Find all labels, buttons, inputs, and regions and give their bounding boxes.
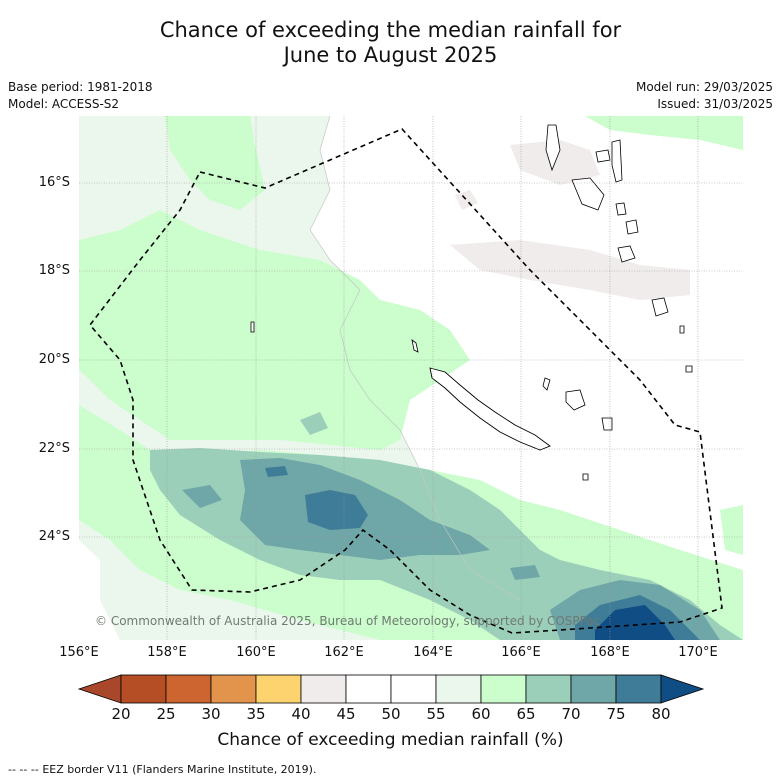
area-60-65-east (720, 505, 743, 555)
title-line-2: June to August 2025 (283, 43, 498, 67)
model-name: Model: ACCESS-S2 (8, 97, 120, 111)
map-title: Chance of exceeding the median rainfall … (0, 18, 781, 68)
island-erromango (617, 245, 636, 263)
island-malakula (571, 177, 605, 211)
cb-tick-30: 30 (201, 705, 221, 723)
cb-tick-75: 75 (606, 705, 626, 723)
eez-legend-dash-icon: -- -- -- (8, 763, 43, 776)
model-run: Model run: 29/03/2025 (635, 80, 773, 94)
lon-label-166e: 166°E (501, 645, 541, 660)
lat-label-16s: 16°S (38, 175, 70, 190)
lat-label-18s: 18°S (38, 263, 70, 278)
island-ambae (595, 149, 611, 163)
lon-label-160e: 160°E (236, 645, 276, 660)
lon-label-158e: 158°E (147, 645, 187, 660)
island-chesterfield (250, 321, 255, 333)
island-pentecost (611, 139, 623, 183)
colorbar-label: Chance of exceeding median rainfall (%) (217, 730, 564, 750)
eez-border (88, 128, 723, 634)
cb-tick-45: 45 (336, 705, 356, 723)
island-lifou (565, 389, 586, 411)
island-futuna (685, 365, 693, 373)
area-40-45-mid (450, 240, 690, 300)
cb-tick-70: 70 (561, 705, 581, 723)
cb-tick-80: 80 (651, 705, 671, 723)
lon-label-162e: 162°E (324, 645, 364, 660)
area-45-55 (310, 116, 743, 640)
title-line-1: Chance of exceeding the median rainfall … (159, 18, 622, 42)
area-80-plus (595, 605, 675, 640)
cb-tick-65: 65 (516, 705, 536, 723)
cb-tick-40: 40 (291, 705, 311, 723)
base-period: Base period: 1981-2018 (8, 80, 153, 94)
eez-legend: -- -- -- EEZ border V11 (Flanders Marine… (8, 763, 316, 776)
island-belep (411, 339, 419, 353)
meta-left: Base period: 1981-2018 Model: ACCESS-S2 (8, 79, 153, 113)
cb-tick-60: 60 (471, 705, 491, 723)
island-ouvea (542, 377, 551, 391)
area-60-65-central (79, 210, 470, 450)
island-aneityum (679, 325, 685, 334)
area-75-80-central (305, 490, 368, 530)
cb-tick-55: 55 (426, 705, 446, 723)
lon-label-164e: 164°E (413, 645, 453, 660)
copyright-notice: © Commonwealth of Australia 2025, Bureau… (95, 614, 601, 628)
area-70-75-small (510, 565, 540, 580)
area-40-45-small (455, 190, 478, 210)
area-65-70-small (300, 412, 328, 435)
island-epi (615, 202, 627, 216)
eez-legend-text: EEZ border V11 (Flanders Marine Institut… (42, 763, 317, 776)
island-tanna (651, 297, 669, 317)
cb-tick-20: 20 (111, 705, 131, 723)
lat-label-24s: 24°S (38, 529, 70, 544)
new-caledonia-island (429, 367, 551, 451)
area-75-80-small (265, 466, 288, 477)
cb-tick-50: 50 (381, 705, 401, 723)
cb-tick-25: 25 (156, 705, 176, 723)
issued-date: Issued: 31/03/2025 (657, 97, 773, 111)
meta-right: Model run: 29/03/2025 Issued: 31/03/2025 (636, 79, 773, 113)
area-white-sw (79, 540, 120, 640)
lon-label-170e: 170°E (678, 645, 718, 660)
lat-label-20s: 20°S (38, 352, 70, 367)
area-60-65-ne (585, 116, 743, 150)
map-field (79, 116, 743, 640)
lon-label-168e: 168°E (590, 645, 630, 660)
island-walpole (582, 473, 589, 481)
lon-label-156e: 156°E (59, 645, 99, 660)
island-efate (625, 219, 639, 235)
lat-label-22s: 22°S (38, 441, 70, 456)
area-70-75-central (240, 458, 490, 560)
area-70-75-west (182, 485, 222, 508)
cb-tick-35: 35 (246, 705, 266, 723)
area-60-65-north (165, 116, 265, 210)
island-mare (601, 417, 613, 431)
graticule (79, 116, 743, 640)
island-espiritu-santo (545, 124, 561, 172)
